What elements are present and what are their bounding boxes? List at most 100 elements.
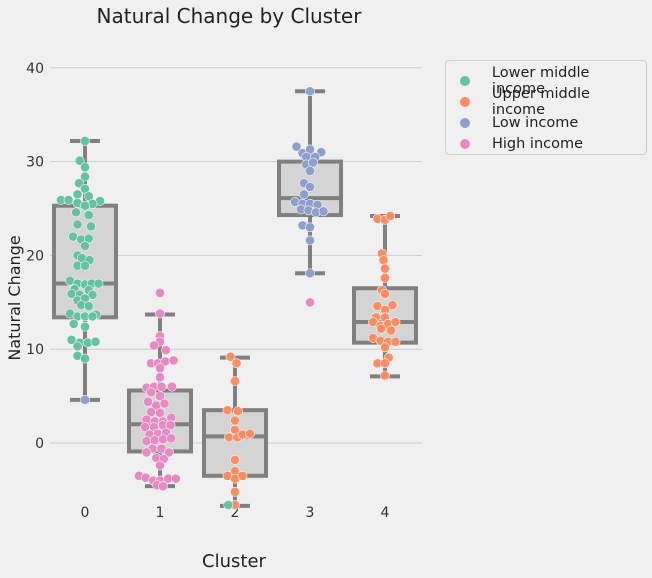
data-point (167, 381, 177, 392)
data-point (233, 406, 243, 417)
data-point (72, 189, 83, 200)
data-point (380, 288, 390, 299)
data-point (156, 381, 167, 392)
x-tick-label: 2 (231, 505, 240, 521)
data-point (386, 325, 396, 336)
data-point (80, 260, 90, 271)
data-point (155, 460, 165, 471)
legend-item: Low income (458, 112, 646, 133)
legend-label: Upper middle income (491, 85, 590, 118)
data-point (380, 358, 390, 369)
chart-title: Natural Change by Cluster (97, 4, 363, 28)
data-point (237, 470, 248, 481)
legend-item: Upper middle income (458, 86, 646, 118)
y-tick-labels: 0 10 20 30 40 (26, 61, 44, 452)
data-point (380, 370, 390, 381)
data-point (230, 486, 240, 497)
data-point (83, 301, 94, 311)
data-point (71, 207, 81, 218)
data-point (159, 398, 170, 409)
data-point (223, 500, 234, 510)
data-point (155, 308, 165, 319)
data-point (80, 200, 90, 211)
legend-label: High income (492, 135, 584, 152)
data-point (74, 178, 84, 189)
data-point (143, 396, 153, 407)
data-point (231, 358, 242, 369)
legend-marker (460, 117, 470, 128)
data-point (74, 155, 85, 166)
x-tick-label: 3 (306, 505, 315, 521)
data-point (305, 297, 315, 308)
y-tick-label: 30 (26, 155, 44, 171)
data-point (93, 278, 104, 289)
data-point (390, 317, 401, 327)
data-point (80, 394, 90, 405)
data-point (155, 408, 165, 418)
legend-marker (460, 96, 470, 107)
data-point (155, 363, 165, 373)
data-point (230, 415, 240, 426)
data-point (146, 387, 156, 398)
y-tick-label: 0 (35, 436, 44, 452)
data-point (230, 454, 240, 465)
data-point (378, 255, 389, 265)
data-point (161, 345, 171, 356)
data-point (68, 318, 79, 329)
data-point (299, 189, 309, 200)
y-axis-label: Natural Change (5, 235, 24, 360)
data-point (141, 447, 152, 458)
data-point (149, 340, 159, 351)
data-point (80, 321, 90, 332)
point-group (56, 86, 401, 510)
data-point (305, 222, 315, 233)
data-point (155, 372, 165, 383)
data-point (141, 436, 152, 447)
data-point (158, 434, 168, 445)
data-point (318, 206, 329, 217)
legend-marker (460, 75, 470, 86)
data-point (305, 166, 315, 176)
legend-item: High income (458, 133, 646, 154)
data-point (308, 157, 318, 168)
data-point (380, 263, 390, 274)
data-point (224, 432, 234, 443)
data-point (80, 136, 90, 146)
data-point (72, 219, 83, 230)
data-point (164, 447, 174, 458)
data-point (385, 211, 396, 221)
data-point (387, 300, 398, 311)
data-point (305, 268, 315, 279)
data-point (390, 336, 401, 347)
data-point (245, 428, 255, 439)
data-point (165, 420, 176, 431)
data-point (80, 241, 90, 251)
data-point (166, 433, 177, 444)
data-point (72, 341, 83, 352)
y-tick-label: 40 (26, 61, 44, 77)
data-point (149, 435, 160, 446)
data-point (305, 235, 315, 246)
data-point (155, 391, 165, 401)
data-point (158, 481, 168, 492)
data-point (222, 405, 233, 416)
x-tick-labels: 0 1 2 3 4 (81, 505, 390, 521)
data-point (225, 351, 236, 362)
data-point (380, 273, 390, 283)
data-point (168, 355, 179, 366)
legend-item: Lower middle income (458, 65, 646, 97)
data-point (80, 353, 90, 364)
data-point (155, 288, 165, 298)
data-point (87, 311, 98, 322)
legend-label: Low income (492, 114, 579, 131)
x-tick-label: 0 (81, 505, 90, 521)
data-point (68, 231, 78, 242)
data-point (86, 221, 96, 232)
legend-label: Lower middle income (491, 64, 590, 97)
data-point (305, 86, 315, 97)
data-point (90, 336, 101, 347)
data-point (80, 162, 90, 173)
data-point (63, 195, 74, 205)
data-point (170, 473, 181, 484)
data-point (83, 210, 94, 220)
